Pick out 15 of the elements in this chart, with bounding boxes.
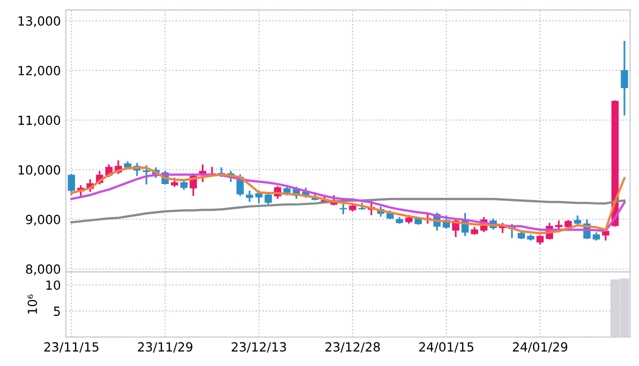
x-tick-label: 24/01/29: [512, 342, 568, 353]
y-axis-title: 10⁶: [28, 294, 38, 314]
x-tick-label: 23/11/15: [44, 342, 98, 353]
y-tick-label: 13,000: [18, 16, 60, 28]
y-tick-label: 9,000: [26, 214, 60, 226]
y-tick-label: 12,000: [18, 66, 60, 77]
y-tick-label: 8,000: [26, 264, 60, 276]
y-tick-label: 5: [54, 306, 60, 316]
y-tick-label: 11,000: [18, 116, 60, 126]
x-tick-label: 24/01/15: [419, 342, 474, 353]
x-tick-label: 23/12/13: [232, 342, 286, 353]
y-tick-label: 10,000: [18, 165, 60, 176]
x-tick-label: 23/12/28: [325, 342, 380, 353]
x-tick-label: 23/11/29: [138, 342, 192, 353]
y-tick-label: 10: [46, 280, 60, 290]
